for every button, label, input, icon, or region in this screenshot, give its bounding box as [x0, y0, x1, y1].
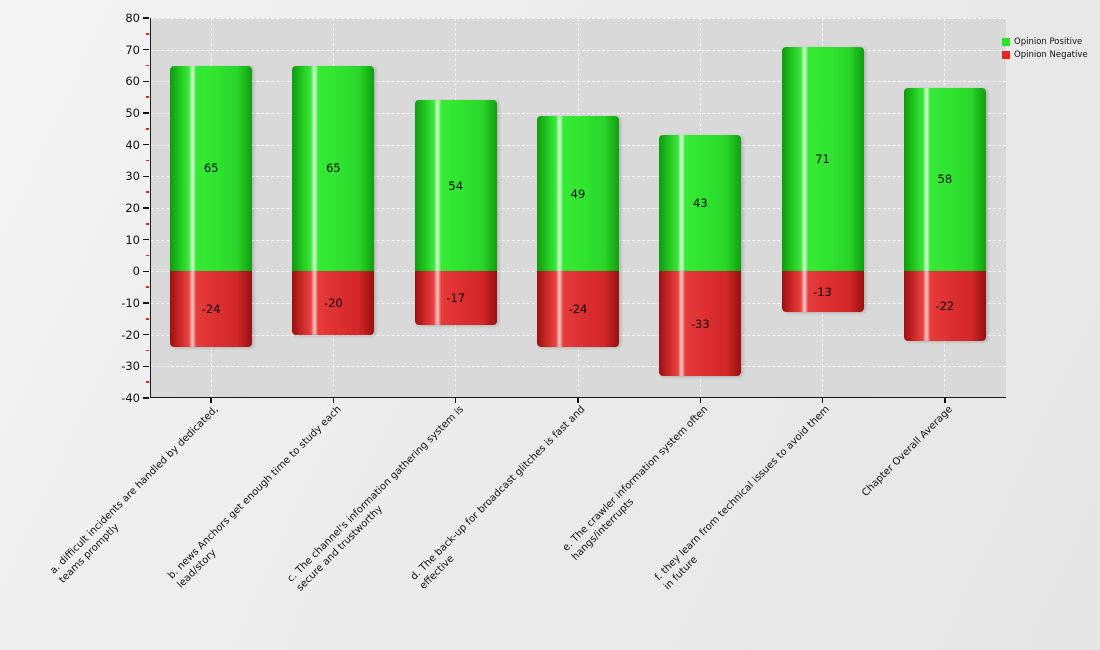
- bar-value-label: -33: [690, 316, 710, 331]
- y-minor-tick: [146, 64, 149, 67]
- legend-item-positive: Opinion Positive: [1002, 36, 1088, 47]
- bar-negative: -20: [292, 271, 375, 335]
- y-major-tick: [143, 333, 149, 336]
- x-tick: [699, 398, 702, 403]
- y-major-tick: [143, 17, 149, 19]
- bar-negative: -24: [537, 271, 619, 348]
- y-tick-label: 10: [125, 232, 140, 247]
- x-tick: [577, 398, 579, 403]
- x-category-label: Chapter Overall Average: [859, 404, 955, 499]
- legend-swatch-positive-icon: [1002, 37, 1010, 46]
- y-tick-label: -30: [121, 359, 140, 374]
- bar-value-label: -17: [446, 291, 466, 306]
- bar-value-label: 65: [203, 161, 219, 176]
- y-major-tick: [143, 302, 149, 304]
- y-tick-label: 70: [125, 42, 140, 57]
- bar-positive: 49: [537, 116, 619, 272]
- bar-positive: 43: [659, 135, 742, 272]
- y-tick-label: 50: [125, 106, 140, 120]
- bar-value-label: 43: [692, 196, 708, 211]
- y-tick-label: 20: [125, 201, 140, 215]
- bar-value-label: -13: [813, 284, 832, 299]
- y-major-tick: [143, 80, 149, 83]
- bar-negative: -22: [903, 271, 986, 341]
- y-minor-tick: [146, 159, 149, 162]
- y-major-tick: [143, 238, 149, 241]
- y-major-tick: [143, 143, 149, 146]
- legend-item-negative: Opinion Negative: [1002, 49, 1088, 60]
- x-tick: [454, 398, 457, 403]
- y-major-tick: [143, 48, 149, 51]
- y-tick-label: -20: [121, 327, 140, 342]
- bar-positive: 71: [781, 46, 864, 272]
- bar-value-label: -20: [324, 295, 343, 310]
- legend-label-positive: Opinion Positive: [1014, 36, 1083, 47]
- y-minor-tick: [146, 128, 149, 130]
- bar-value-label: 65: [326, 161, 341, 176]
- gridline-horizontal: [151, 49, 1006, 51]
- gridline-horizontal: [151, 81, 1006, 83]
- bar-negative: -17: [414, 271, 497, 326]
- y-major-tick: [143, 112, 149, 114]
- y-minor-tick: [146, 349, 149, 352]
- y-minor-tick: [146, 33, 149, 35]
- y-minor-tick: [146, 318, 149, 320]
- bar-value-label: -22: [935, 299, 955, 314]
- y-major-tick: [143, 207, 149, 209]
- y-tick-label: 40: [125, 137, 140, 152]
- x-tick: [944, 398, 946, 403]
- bar-negative: -24: [170, 271, 253, 348]
- y-tick-label: 80: [125, 11, 140, 25]
- legend: Opinion Positive Opinion Negative: [1002, 36, 1088, 60]
- y-tick-label: 30: [125, 169, 140, 184]
- x-tick: [332, 398, 335, 403]
- bar-positive: 65: [170, 65, 253, 272]
- y-tick-label: -10: [121, 296, 140, 310]
- bar-positive: 54: [414, 100, 497, 272]
- y-major-tick: [143, 365, 149, 368]
- y-major-tick: [143, 270, 149, 273]
- y-tick-label: 0: [132, 264, 140, 279]
- y-minor-tick: [146, 254, 149, 257]
- gridline-horizontal: [151, 366, 1006, 368]
- gridline-horizontal: [151, 18, 1006, 19]
- y-major-tick: [143, 397, 149, 399]
- bar-value-label: 49: [570, 186, 586, 201]
- legend-label-negative: Opinion Negative: [1014, 49, 1088, 60]
- legend-swatch-negative-icon: [1002, 50, 1010, 59]
- y-minor-tick: [146, 223, 149, 225]
- bar-negative: -13: [781, 271, 864, 313]
- bar-value-label: 54: [448, 178, 464, 193]
- bar-value-label: -24: [201, 302, 221, 317]
- y-minor-tick: [146, 381, 149, 383]
- y-minor-tick: [146, 96, 149, 98]
- bar-value-label: 71: [815, 151, 830, 166]
- bar-positive: 65: [292, 65, 375, 272]
- bar-value-label: 58: [937, 172, 953, 187]
- x-tick: [821, 398, 824, 403]
- y-minor-tick: [146, 286, 149, 288]
- bar-positive: 58: [903, 87, 986, 272]
- bar-value-label: -24: [568, 302, 588, 317]
- x-tick: [210, 398, 212, 403]
- y-major-tick: [143, 175, 149, 178]
- y-tick-label: -40: [121, 391, 140, 405]
- y-tick-label: 60: [125, 74, 140, 89]
- y-minor-tick: [146, 191, 149, 193]
- gridline-horizontal: [151, 113, 1006, 114]
- bar-negative: -33: [659, 271, 742, 376]
